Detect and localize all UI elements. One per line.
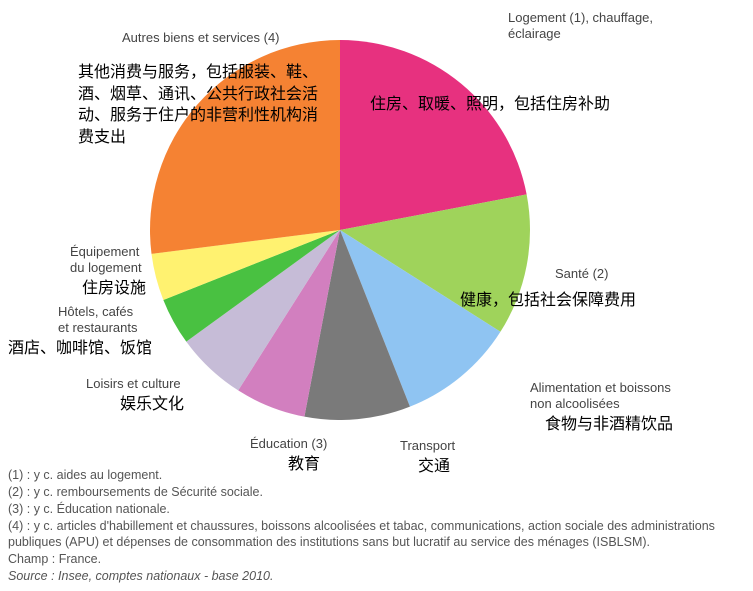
legend-education: Éducation (3): [250, 436, 327, 452]
legend-autres: Autres biens et services (4): [122, 30, 280, 46]
overlay-sante-cn: 健康，包括社会保障费用: [460, 290, 690, 312]
footnote-source: Source : Insee, comptes nationaux - base…: [8, 568, 748, 585]
overlay-alimentation-cn: 食物与非酒精饮品: [545, 414, 673, 436]
footnote-3: (3) : y c. Éducation nationale.: [8, 501, 748, 518]
footnote-1: (1) : y c. aides au logement.: [8, 467, 748, 484]
legend-sante: Santé (2): [555, 266, 608, 282]
overlay-equipement-cn: 住房设施: [82, 278, 146, 300]
legend-logement: Logement (1), chauffage, éclairage: [508, 10, 653, 43]
footnotes: (1) : y c. aides au logement. (2) : y c.…: [8, 467, 748, 585]
overlay-loisirs-cn: 娱乐文化: [120, 394, 184, 416]
footnote-4: (4) : y c. articles d'habillement et cha…: [8, 518, 748, 552]
overlay-logement-cn: 住房、取暖、照明，包括住房补助: [370, 94, 630, 116]
legend-alimentation: Alimentation et boissons non alcoolisées: [530, 380, 671, 413]
footnote-champ: Champ : France.: [8, 551, 748, 568]
overlay-autres-cn: 其他消费与服务，包括服装、鞋、酒、烟草、通讯、公共行政社会活动、服务于住户的非营…: [78, 62, 333, 148]
legend-loisirs: Loisirs et culture: [86, 376, 181, 392]
legend-transport: Transport: [400, 438, 455, 454]
footnote-2: (2) : y c. remboursements de Sécurité so…: [8, 484, 748, 501]
legend-hotels: Hôtels, cafés et restaurants: [58, 304, 138, 337]
overlay-hotels-cn: 酒店、咖啡馆、饭馆: [8, 338, 152, 360]
chart-stage: Logement (1), chauffage, éclairage Santé…: [0, 0, 753, 591]
legend-equipement: Équipement du logement: [70, 244, 142, 277]
